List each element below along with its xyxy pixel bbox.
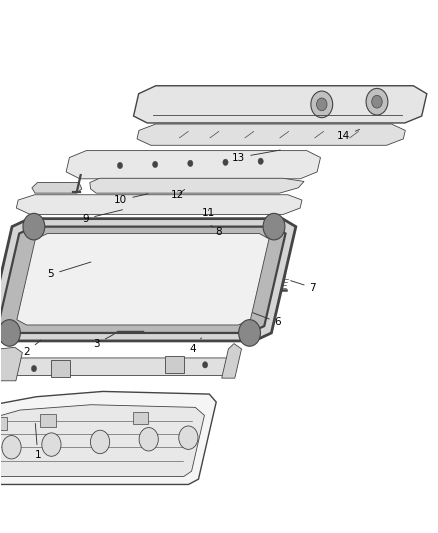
Text: 2: 2 (24, 340, 41, 357)
Circle shape (311, 91, 333, 118)
Text: 3: 3 (93, 334, 114, 349)
Circle shape (0, 320, 20, 346)
Text: 14: 14 (337, 130, 360, 141)
Circle shape (188, 160, 193, 166)
Text: 5: 5 (48, 262, 91, 279)
Text: 6: 6 (253, 313, 281, 327)
Text: 1: 1 (35, 423, 41, 460)
Polygon shape (0, 227, 286, 333)
Circle shape (317, 98, 327, 111)
Polygon shape (0, 405, 205, 477)
Circle shape (23, 213, 45, 240)
Polygon shape (90, 178, 304, 193)
Circle shape (372, 95, 382, 108)
Bar (165, 357, 184, 373)
Circle shape (263, 213, 285, 240)
Circle shape (139, 427, 158, 451)
Polygon shape (0, 348, 22, 381)
Circle shape (42, 433, 61, 456)
Text: 8: 8 (211, 225, 223, 237)
Circle shape (366, 88, 388, 115)
Circle shape (152, 161, 158, 167)
Text: 7: 7 (291, 281, 316, 293)
Text: 13: 13 (232, 150, 280, 163)
Text: 11: 11 (201, 208, 215, 219)
Bar (40, 414, 56, 427)
Polygon shape (66, 151, 321, 179)
Circle shape (2, 435, 21, 459)
Polygon shape (0, 219, 296, 341)
Circle shape (117, 163, 123, 168)
Polygon shape (0, 391, 216, 484)
Circle shape (223, 159, 228, 165)
Polygon shape (137, 124, 405, 146)
Polygon shape (134, 86, 427, 123)
Polygon shape (17, 233, 269, 325)
Text: 9: 9 (82, 210, 123, 224)
Circle shape (179, 426, 198, 449)
Polygon shape (16, 195, 302, 214)
Bar (0, 417, 7, 430)
Polygon shape (244, 317, 261, 338)
Circle shape (32, 366, 37, 372)
Circle shape (258, 158, 263, 165)
Text: 4: 4 (190, 338, 201, 354)
Text: 10: 10 (114, 194, 148, 205)
Polygon shape (222, 344, 241, 378)
Polygon shape (32, 182, 82, 193)
Circle shape (91, 430, 110, 454)
Bar (133, 411, 148, 424)
Polygon shape (1, 358, 230, 375)
Bar (50, 360, 70, 377)
Circle shape (202, 362, 208, 368)
Text: 12: 12 (171, 189, 185, 200)
Circle shape (239, 320, 261, 346)
